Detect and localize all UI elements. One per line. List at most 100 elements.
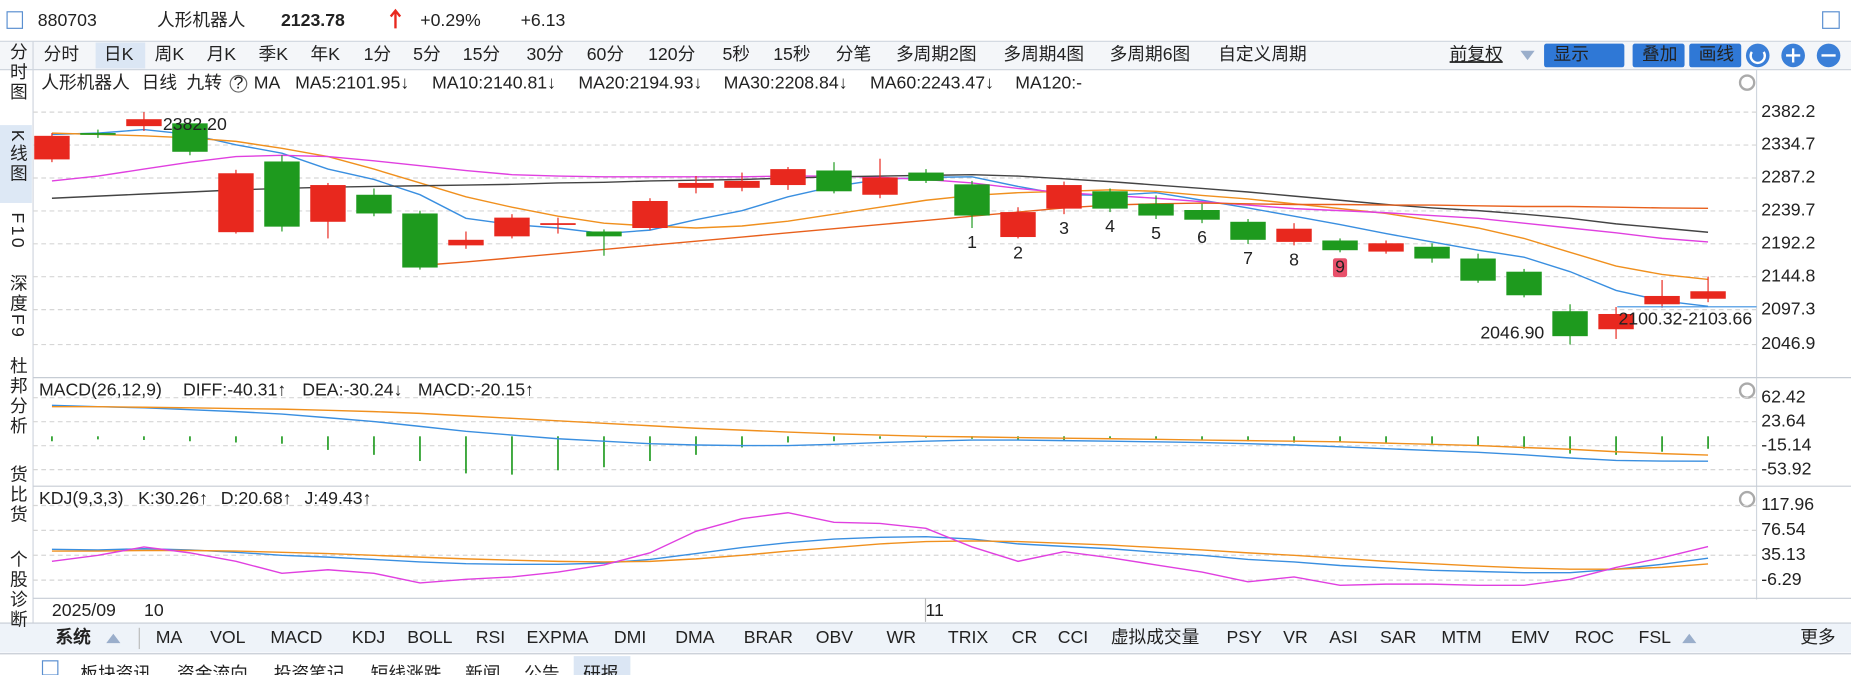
indicator-tab[interactable]: SAR <box>1380 627 1416 647</box>
adjust-select[interactable]: 前复权 <box>1450 44 1503 64</box>
dropdown-caret <box>1520 50 1535 61</box>
period-tab[interactable]: 年K <box>310 44 340 64</box>
indicator-tab[interactable]: ASI <box>1329 627 1358 647</box>
info-tab-active <box>573 656 631 675</box>
period-tab[interactable]: 60分 <box>587 44 624 64</box>
indicator-tab[interactable]: MACD <box>270 627 322 647</box>
candle-body <box>770 169 806 186</box>
nav-item[interactable]: 深度F9 <box>8 273 28 339</box>
indicator-tab[interactable]: CCI <box>1058 627 1088 647</box>
info-tab[interactable]: 公告 <box>524 664 559 675</box>
period-tab[interactable]: 120分 <box>648 44 695 64</box>
period-tab[interactable]: 周K <box>155 44 185 64</box>
checkbox[interactable] <box>41 660 59 675</box>
indicator-tab[interactable]: KDJ <box>352 627 385 647</box>
period-tab[interactable]: 分笔 <box>836 44 871 64</box>
help-icon[interactable] <box>229 74 248 93</box>
period-tab[interactable]: 30分 <box>526 44 563 64</box>
indicator-tab[interactable]: TRIX <box>948 627 988 647</box>
y-tick-label: 62.42 <box>1761 386 1805 406</box>
indicator-tab[interactable]: EMV <box>1511 627 1550 647</box>
indicator-tab[interactable]: 系统 <box>55 626 91 647</box>
indicator-tab[interactable]: MA <box>156 627 183 647</box>
settings-icon[interactable] <box>1738 490 1756 508</box>
period-tab[interactable]: 分时 <box>44 44 79 64</box>
period-tab[interactable]: 5分 <box>413 44 441 64</box>
candle-body <box>1598 313 1634 330</box>
indicator-tab[interactable]: VOL <box>210 627 246 647</box>
candle-body <box>1414 246 1450 259</box>
nine-turn-number: 9 <box>1335 256 1345 276</box>
legend-item: DIFF:-40.31↑ <box>183 379 286 399</box>
period-tab[interactable]: 季K <box>259 44 289 64</box>
candle-body <box>862 177 898 195</box>
period-tab[interactable]: 日K <box>104 44 134 64</box>
period-tab[interactable]: 多周期4图 <box>1003 44 1084 64</box>
nav-item[interactable]: 个股诊断 <box>8 549 28 630</box>
y-tick-label: 2334.7 <box>1761 134 1815 154</box>
info-tab[interactable]: 板块资讯 <box>80 664 151 675</box>
candle-body <box>586 231 622 237</box>
nav-item[interactable]: K线图 <box>8 130 28 184</box>
settings-icon[interactable] <box>1738 74 1756 91</box>
tab-caret <box>106 633 121 644</box>
nine-turn-number: 2 <box>1013 242 1023 262</box>
indicator-tab[interactable]: RSI <box>476 627 506 647</box>
toolbar-button-label: 画线 <box>1699 44 1735 64</box>
y-tick-label: 76.54 <box>1761 519 1805 539</box>
toolbar-button[interactable] <box>1544 43 1625 68</box>
nav-item[interactable]: F10 <box>8 212 28 250</box>
panel-icon[interactable] <box>6 11 24 29</box>
toolbar-button[interactable] <box>1632 43 1685 68</box>
change-pct: +0.29% <box>420 10 481 30</box>
indicator-tab[interactable]: ROC <box>1575 627 1615 647</box>
indicator-tab[interactable]: 虚拟成交量 <box>1111 627 1199 647</box>
period-tab[interactable]: 1分 <box>364 44 392 64</box>
indicator-tab[interactable]: EXPMA <box>526 627 588 647</box>
indicator-tab[interactable]: OBV <box>816 627 854 647</box>
nine-turn-box <box>1332 258 1348 278</box>
stock-code: 880703 <box>38 10 97 30</box>
button-glyphs <box>1786 48 1836 63</box>
nav-item[interactable]: 货比货 <box>8 465 28 526</box>
indicator-tab[interactable]: VR <box>1283 627 1308 647</box>
indicator-tab[interactable]: BOLL <box>407 627 452 647</box>
period-tab[interactable]: 5秒 <box>722 44 750 64</box>
candle-body <box>1000 212 1036 238</box>
panel-icon[interactable] <box>1822 11 1840 29</box>
y-tick-label: 2097.3 <box>1761 298 1815 318</box>
toolbar-button-label: 显示 <box>1554 44 1589 64</box>
y-tick-label: 2239.7 <box>1761 200 1815 220</box>
indicator-tab[interactable]: WR <box>887 627 916 647</box>
info-tab[interactable]: 研报 <box>583 664 619 675</box>
info-tab[interactable]: 投资笔记 <box>274 664 345 675</box>
info-tab[interactable]: 短线涨跌 <box>371 664 442 675</box>
indicator-tab[interactable]: PSY <box>1227 627 1263 647</box>
nine-turn-number: 3 <box>1059 218 1069 238</box>
period-tab[interactable]: 15秒 <box>773 44 810 64</box>
period-tab[interactable]: 多周期6图 <box>1110 44 1191 64</box>
period-tab[interactable]: 15分 <box>463 44 500 64</box>
nine-turn-number: 6 <box>1197 227 1207 247</box>
indicator-tab[interactable]: DMA <box>675 627 715 647</box>
period-tab[interactable]: 多周期2图 <box>896 44 977 64</box>
indicator-tab[interactable]: BRAR <box>744 627 793 647</box>
indicator-tab[interactable]: DMI <box>614 627 646 647</box>
candle-body <box>1138 203 1174 216</box>
info-tab[interactable]: 新闻 <box>465 664 500 675</box>
change: +6.13 <box>521 10 566 30</box>
period-tab[interactable]: 月K <box>207 44 237 64</box>
more-link[interactable]: 更多 <box>1800 627 1835 647</box>
legend-item: MA10:2140.81↓ <box>432 72 556 92</box>
indicator-tab[interactable]: MTM <box>1441 627 1481 647</box>
period-tab[interactable]: 自定义周期 <box>1218 44 1306 64</box>
candle-body <box>1460 258 1496 281</box>
toolbar-button[interactable] <box>1689 43 1742 68</box>
indicator-tab[interactable]: FSL <box>1639 627 1672 647</box>
indicator-tab[interactable]: CR <box>1012 627 1038 647</box>
nav-item[interactable]: 杜邦分析 <box>8 356 28 437</box>
info-tab[interactable]: 资金流向 <box>177 664 248 675</box>
nav-item[interactable]: 分时图 <box>8 42 28 103</box>
